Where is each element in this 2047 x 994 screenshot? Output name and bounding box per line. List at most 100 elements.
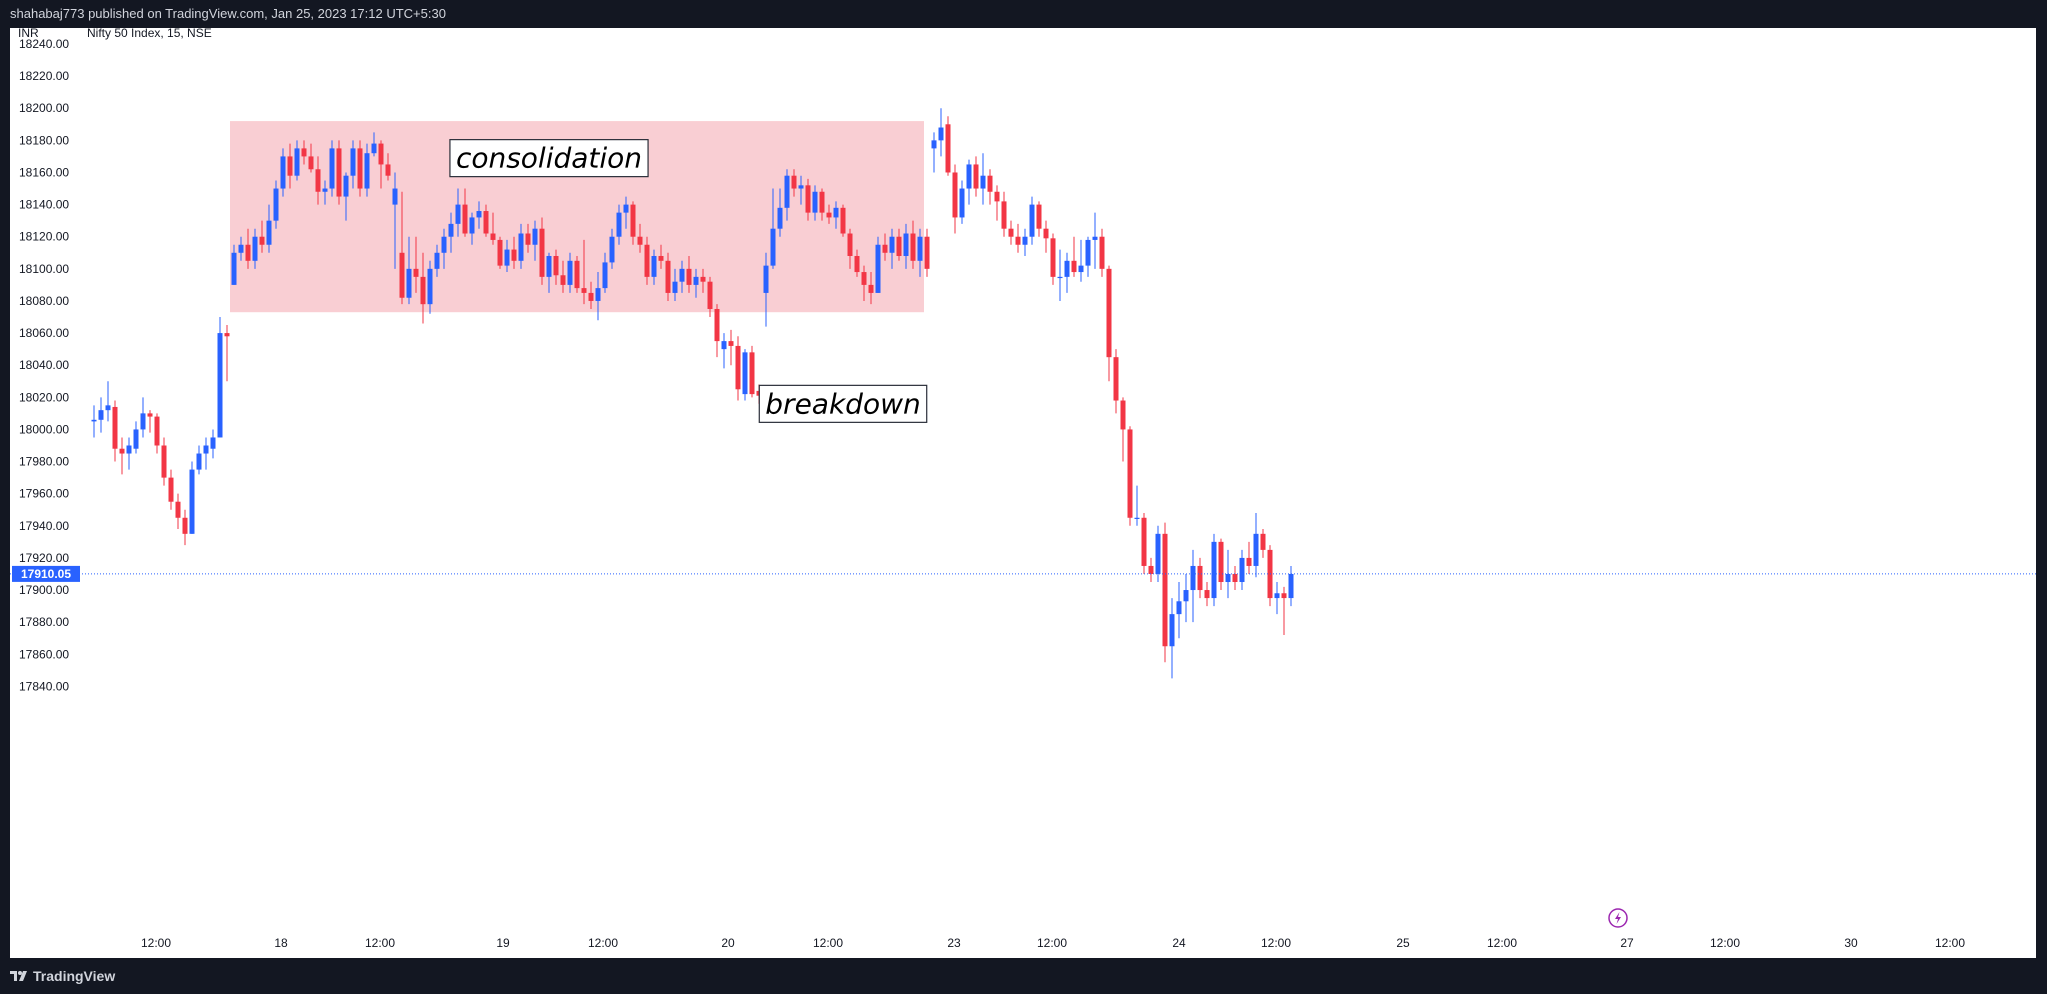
candle-body: [707, 281, 713, 309]
candle: [322, 180, 328, 205]
candle-body: [987, 175, 993, 192]
candle: [98, 397, 104, 433]
candle: [665, 252, 671, 301]
candle: [392, 172, 398, 269]
candle: [679, 260, 685, 293]
candle-body: [126, 445, 132, 454]
candle-body: [553, 255, 559, 276]
candle: [903, 223, 909, 269]
tradingview-logo[interactable]: TradingView: [10, 968, 115, 984]
candle: [301, 140, 307, 165]
candle: [238, 236, 244, 261]
candle: [266, 204, 272, 253]
y-tick-label: 17880.00: [19, 615, 69, 629]
candle: [945, 116, 951, 176]
candle-body: [315, 169, 321, 192]
candle: [1162, 522, 1168, 663]
candle: [154, 413, 160, 454]
candle: [854, 249, 860, 277]
candle-body: [357, 148, 363, 189]
candle-body: [602, 262, 608, 289]
tradingview-icon: [10, 971, 27, 981]
candle: [385, 153, 391, 181]
chart-panel[interactable]: 17910.05 consolidation breakdown 18240.00…: [10, 28, 2036, 958]
candle-body: [588, 292, 594, 301]
candle: [959, 180, 965, 224]
candle: [1022, 228, 1028, 256]
candle: [693, 268, 699, 298]
candlestick-chart[interactable]: 17910.05 consolidation breakdown 18240.00…: [10, 28, 2036, 958]
candle-body: [1281, 593, 1287, 599]
candle: [147, 410, 153, 433]
candle: [700, 268, 706, 293]
candle: [1071, 236, 1077, 277]
y-tick-label: 17920.00: [19, 551, 69, 565]
candle: [1085, 236, 1091, 277]
candle: [273, 180, 279, 229]
candle: [1260, 529, 1266, 558]
candle: [1015, 223, 1021, 253]
symbol-label: Nifty 50 Index, 15, NSE: [87, 28, 212, 40]
candle: [1183, 573, 1189, 623]
annotation-text: breakdown: [765, 387, 920, 420]
candle: [910, 220, 916, 269]
candle-body: [217, 333, 223, 438]
candle: [497, 236, 503, 269]
x-tick-label: 12:00: [813, 936, 843, 950]
candle-body: [112, 406, 118, 449]
candle-body: [763, 265, 769, 293]
last-price-value: 17910.05: [21, 567, 71, 581]
annotation-consolidation[interactable]: consolidation: [449, 139, 649, 178]
candle-body: [686, 268, 692, 285]
candle: [931, 132, 937, 173]
x-tick-label: 12:00: [1037, 936, 1067, 950]
candle: [1204, 582, 1210, 607]
candle: [518, 223, 524, 269]
candle-body: [532, 228, 538, 245]
candle: [504, 239, 510, 273]
candle: [812, 185, 818, 221]
candle: [203, 437, 209, 470]
candle-body: [623, 204, 629, 213]
candle-body: [1036, 204, 1042, 229]
candle: [1092, 212, 1098, 269]
candle-body: [966, 164, 972, 189]
candle-body: [518, 233, 524, 261]
candle: [616, 204, 622, 245]
candle: [714, 304, 720, 358]
annotation-box: [758, 384, 928, 423]
candle-body: [525, 233, 531, 245]
candle-body: [301, 148, 307, 157]
candle: [336, 140, 342, 205]
candle-body: [1057, 276, 1063, 279]
candle: [539, 217, 545, 285]
annotation-breakdown[interactable]: breakdown: [758, 384, 928, 423]
candle: [1218, 538, 1224, 591]
candle-body: [462, 204, 468, 234]
y-tick-label: 17940.00: [19, 519, 69, 533]
candle-body: [168, 477, 174, 502]
candle: [791, 169, 797, 197]
candle-body: [672, 281, 678, 293]
candle-body: [1043, 228, 1049, 239]
candle: [532, 220, 538, 261]
candle-body: [952, 172, 958, 218]
candle: [819, 188, 825, 221]
candle-body: [567, 260, 573, 285]
candle-body: [651, 255, 657, 277]
lightning-icon[interactable]: [1608, 908, 1628, 928]
candle: [210, 429, 216, 459]
candle: [1288, 565, 1294, 607]
candle: [560, 260, 566, 293]
candle-body: [1113, 357, 1119, 401]
candle-body: [441, 236, 447, 253]
candle-body: [616, 212, 622, 237]
candle-body: [343, 175, 349, 197]
candle-body: [861, 272, 867, 285]
candle: [329, 140, 335, 197]
candle-body: [427, 268, 433, 305]
candle: [749, 345, 755, 398]
candle-body: [322, 188, 328, 192]
candle-body: [1246, 557, 1252, 566]
candle: [483, 204, 489, 237]
